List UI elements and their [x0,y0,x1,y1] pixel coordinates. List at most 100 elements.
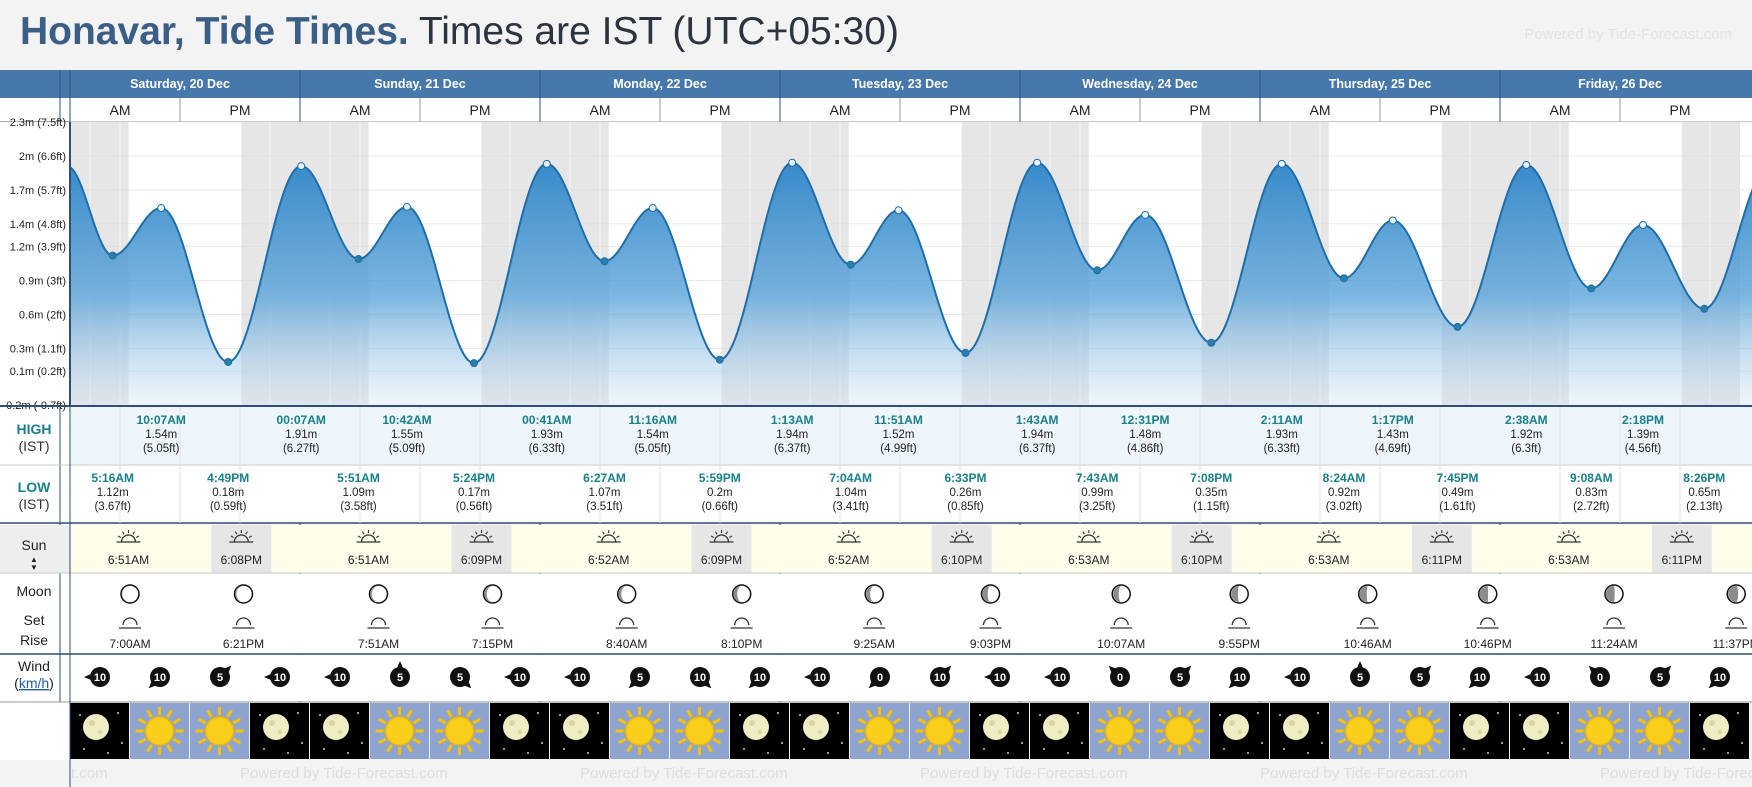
wind-disc [330,667,350,687]
sunset-time: 6:10PM [941,553,982,567]
wind-arrow-head [1184,665,1192,673]
wind-arrow-head [704,681,712,689]
high-tide-time: 00:07AM [277,413,326,427]
y-tick-label: 0.6m (2ft) [19,309,66,321]
wind-speed: 5 [217,672,223,684]
sun-ray [886,709,893,718]
high-tide-height-ft: (4.69ft) [1375,443,1412,455]
wind-arrow-head [1424,665,1432,673]
sunset-time: 6:09PM [701,553,742,567]
low-tide-height-ft: (1.15ft) [1193,501,1230,513]
sun-up-arrow: ▲ [30,555,38,564]
sun-weather-icon [444,716,475,746]
high-tide-height-ft: (6.33ft) [1264,443,1301,455]
wind-disc [870,667,890,687]
sunrise-ray [602,531,605,535]
moonset-moon-icon-shade [484,586,493,602]
tide-area [70,162,1752,405]
am-label: AM [1550,102,1571,118]
day-label: Sunday, 21 Dec [374,77,466,91]
high-tide-time: 1:17PM [1372,413,1414,427]
wind-disc [90,667,110,687]
wind-disc [810,667,830,687]
sun-ray [412,737,422,745]
wind-speed: 10 [154,672,166,684]
star [777,712,779,714]
am-label: AM [830,102,851,118]
low-tide-time: 5:16AM [91,471,134,485]
star [537,712,539,714]
sun-ray [226,709,233,718]
wind-speed: 10 [754,672,766,684]
low-tide-height-m: 0.26m [950,487,982,499]
sun-ray [866,744,873,753]
low-tide-point [224,357,233,366]
low-tide-point [1093,266,1102,275]
high-tide-height-m: 1.54m [637,429,669,441]
sun-down-arrow: ▼ [30,563,38,572]
sun-ray [466,744,473,753]
sun-ray [1672,737,1682,745]
moonset-moon-icon-shade [982,586,991,602]
high-tide-height-ft: (6.27ft) [283,443,320,455]
high-tide-height-m: 1.43m [1377,429,1409,441]
star [361,742,363,744]
sunset-ray [1675,531,1678,535]
sun-ray [677,737,687,745]
sunrise-ray [1092,531,1096,535]
wind-arrow-head [264,674,271,680]
high-tide-point [1522,161,1531,170]
star [1307,752,1309,754]
sunset-ray [1445,531,1449,535]
low-tide-point [600,257,609,266]
sunrise-ray [1322,531,1325,535]
day-header-bar [0,70,1752,98]
low-tide-point [1587,284,1596,293]
wind-speed: 10 [1474,672,1486,684]
low-tide-point [1207,338,1216,347]
star [323,748,325,750]
sunset-time: 6:09PM [461,553,502,567]
wind-arrow-head [1588,665,1596,673]
sun-ray [1186,744,1193,753]
moon-weather-icon [323,714,349,740]
wind-speed: 10 [1534,672,1546,684]
sun-ray [1606,709,1613,718]
wind-arrow-head [748,681,756,689]
star [799,714,801,716]
low-tide-time: 5:24PM [453,471,495,485]
sun-ray [197,717,207,725]
sunrise-ray [598,535,602,538]
wind-speed: 10 [334,672,346,684]
sun-ray [137,717,147,725]
wind-indicator: 5 [1650,665,1672,687]
high-tide-time: 2:18PM [1622,413,1664,427]
sun-ray [946,709,953,718]
moonset-time: 11:37PM [1713,637,1752,651]
high-tide-height-m: 1.39m [1627,429,1659,441]
high-tide-height-ft: (4.56ft) [1625,443,1662,455]
wind-arrow-head [464,681,472,689]
low-tide-height-ft: (3.41ft) [832,501,869,513]
high-tide-point [157,204,166,213]
am-label: AM [110,102,131,118]
wind-speed: 10 [274,672,286,684]
moon-crater [757,729,763,735]
wind-speed: 10 [934,672,946,684]
wind-arrow-head [984,674,991,680]
sun-ray [206,709,213,718]
sun-weather-icon [144,716,175,746]
powered-by-watermark: Powered by Tide-Forecast.com [1524,26,1732,43]
low-tide-height-ft: (3.67ft) [94,501,131,513]
high-tide-point [1141,210,1150,219]
star [499,714,501,716]
wind-indicator: 0 [1108,665,1130,687]
wind-indicator: 10 [84,667,110,687]
sun-ray [952,737,962,745]
sunset-ray [1195,531,1198,535]
moonrise-time: 8:40AM [606,637,647,651]
wind-unit-link[interactable]: km/h [19,675,49,691]
y-tick-label: 2.3m (7.5ft) [10,117,66,129]
sunrise-ray [1336,535,1340,538]
wind-disc [1110,667,1130,687]
